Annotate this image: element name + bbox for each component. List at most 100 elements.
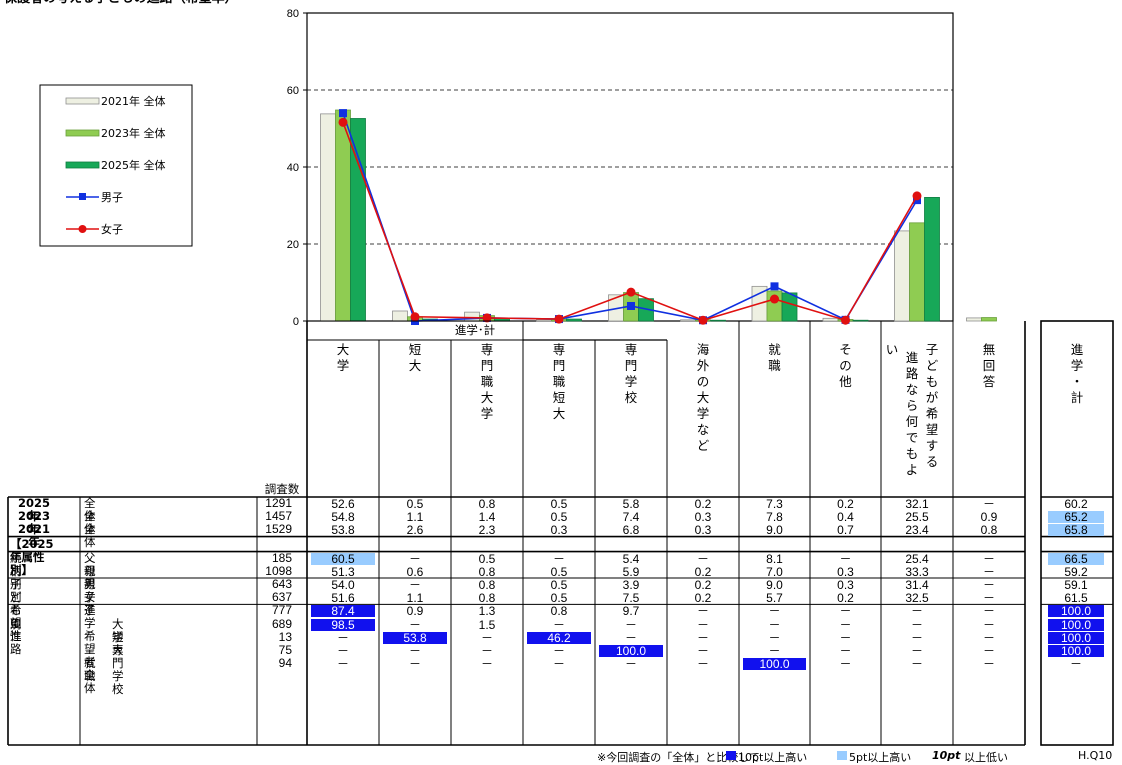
table-cell: 0.5 [406, 497, 424, 511]
table-cell: － [480, 644, 493, 658]
bar [335, 109, 351, 322]
table-cell: － [552, 657, 565, 672]
survey-count-label: 調査数 [264, 482, 300, 496]
column-header: 専 門 職 大 学 [480, 342, 494, 421]
row-n: 1529 [265, 522, 292, 537]
table-cell: － [910, 604, 923, 619]
row-label: 男子 [84, 577, 96, 604]
table-cell: 0.2 [694, 578, 712, 592]
footnote-low-label: 以上低い [964, 751, 1008, 764]
table-cell: － [768, 644, 781, 658]
legend-light-swatch [837, 751, 847, 760]
table-cell: 23.4 [905, 523, 929, 538]
legend-marker [79, 193, 86, 200]
legend-swatch [65, 97, 100, 105]
y-tick-label: 20 [287, 239, 299, 251]
table-cell: － [768, 630, 781, 645]
table-cell: － [408, 657, 421, 672]
data-point [841, 315, 850, 325]
row-year: 2025年 [18, 496, 51, 523]
table-cell: － [624, 630, 637, 645]
table-cell: 87.4 [311, 605, 375, 618]
bar [680, 319, 696, 322]
total-cell: 100.0 [1048, 645, 1104, 658]
y-tick-label: 40 [287, 162, 299, 174]
footnote-light-label: 5pt以上高い [849, 751, 912, 764]
column-header: 専 門 職 短 大 [552, 342, 566, 421]
total-cell: 65.2 [1048, 511, 1104, 524]
table-cell: 0.2 [694, 591, 712, 606]
row-n: 1457 [265, 509, 292, 524]
header-text: 保護者の考える子どもの進路（希望率） [3, 0, 238, 6]
table-cell: 53.8 [383, 631, 447, 644]
y-tick-label: 80 [287, 8, 299, 20]
row-label: 全体 [84, 522, 96, 550]
bar [852, 319, 869, 322]
row-group: 子どもの性 [10, 577, 22, 643]
table-cell: 0.9 [406, 604, 424, 619]
table-cell: 32.5 [905, 591, 929, 606]
legend-label: 2025年 全体 [101, 158, 166, 172]
total-cell: 59.1 [1064, 578, 1088, 592]
table-cell: － [696, 657, 709, 672]
bar [894, 230, 910, 322]
table-cell: 51.6 [331, 591, 355, 606]
row-label: 父親 [84, 550, 96, 578]
table-cell: 0.8 [550, 604, 568, 619]
data-point [627, 301, 635, 310]
table-cell: － [982, 604, 995, 619]
row-label: 就職 [84, 656, 96, 684]
table-cell: 1.4 [478, 510, 496, 525]
data-point [339, 109, 347, 118]
table-cell: 9.0 [766, 578, 783, 592]
total-cell: 100.0 [1048, 618, 1104, 631]
table-cell: 9.0 [766, 523, 783, 538]
table-cell: 2.3 [478, 523, 496, 538]
total-cell: － [1069, 657, 1082, 672]
bar [710, 319, 726, 322]
table-cell: － [696, 644, 709, 658]
table-cell: － [408, 617, 421, 632]
bar [924, 197, 940, 322]
total-cell: 60.2 [1064, 497, 1088, 511]
table-cell: 53.8 [331, 523, 355, 538]
table-cell: 0.5 [550, 497, 568, 511]
bar [909, 222, 925, 322]
total-column-frame [1040, 320, 1114, 746]
table-cell: － [982, 564, 995, 579]
data-point [554, 314, 564, 324]
legend-box [39, 84, 193, 247]
table-cell: 7.0 [766, 564, 783, 579]
table-cell: 7.4 [622, 510, 640, 525]
table-cell: － [982, 551, 995, 566]
table-cell: － [696, 617, 709, 632]
table-cell: － [839, 617, 852, 632]
table-cell: 1.5 [478, 617, 496, 632]
column-header: 子 ど も が 希 望 す る [925, 342, 939, 469]
table-cell: － [982, 657, 995, 672]
table-cell: － [480, 630, 493, 645]
y-tick-label: 60 [287, 85, 299, 97]
table-cell: 54.0 [331, 578, 355, 592]
table-cell: － [839, 657, 852, 672]
table-cell: － [336, 657, 349, 672]
total-cell: 65.8 [1048, 524, 1104, 537]
data-point [482, 313, 492, 323]
table-cell: － [768, 604, 781, 619]
table-cell: － [408, 551, 421, 566]
table-cell: － [408, 644, 421, 658]
table-cell: 1.3 [478, 604, 496, 619]
data-point [626, 287, 636, 297]
total-cell: 59.2 [1064, 564, 1088, 579]
table-cell: 32.1 [905, 497, 929, 511]
column-header: 進 路 な ら 何 で も よ [905, 350, 919, 477]
table-cell: 51.3 [331, 564, 355, 579]
row-year: 2023年 [18, 509, 51, 537]
bar [822, 317, 839, 322]
data-point [410, 312, 420, 322]
table-cell: 25.4 [905, 551, 929, 566]
column-header: 大 学 [336, 342, 350, 373]
table-cell: － [408, 578, 421, 592]
data-point [912, 191, 922, 201]
legend-swatch [65, 161, 100, 169]
